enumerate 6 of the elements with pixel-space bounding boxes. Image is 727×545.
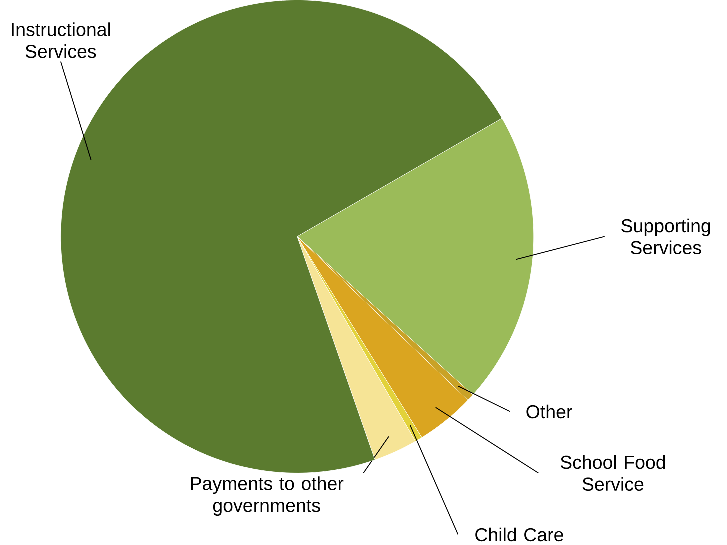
slice-label: School Food Service [560, 456, 666, 492]
slice-label: Payments to other governments [191, 476, 344, 516]
slice-label: Other [526, 404, 572, 419]
slice-label: Instructional Services [12, 22, 110, 58]
slice-label: Child Care [476, 528, 564, 542]
slice-label: Supporting Services [622, 219, 710, 255]
